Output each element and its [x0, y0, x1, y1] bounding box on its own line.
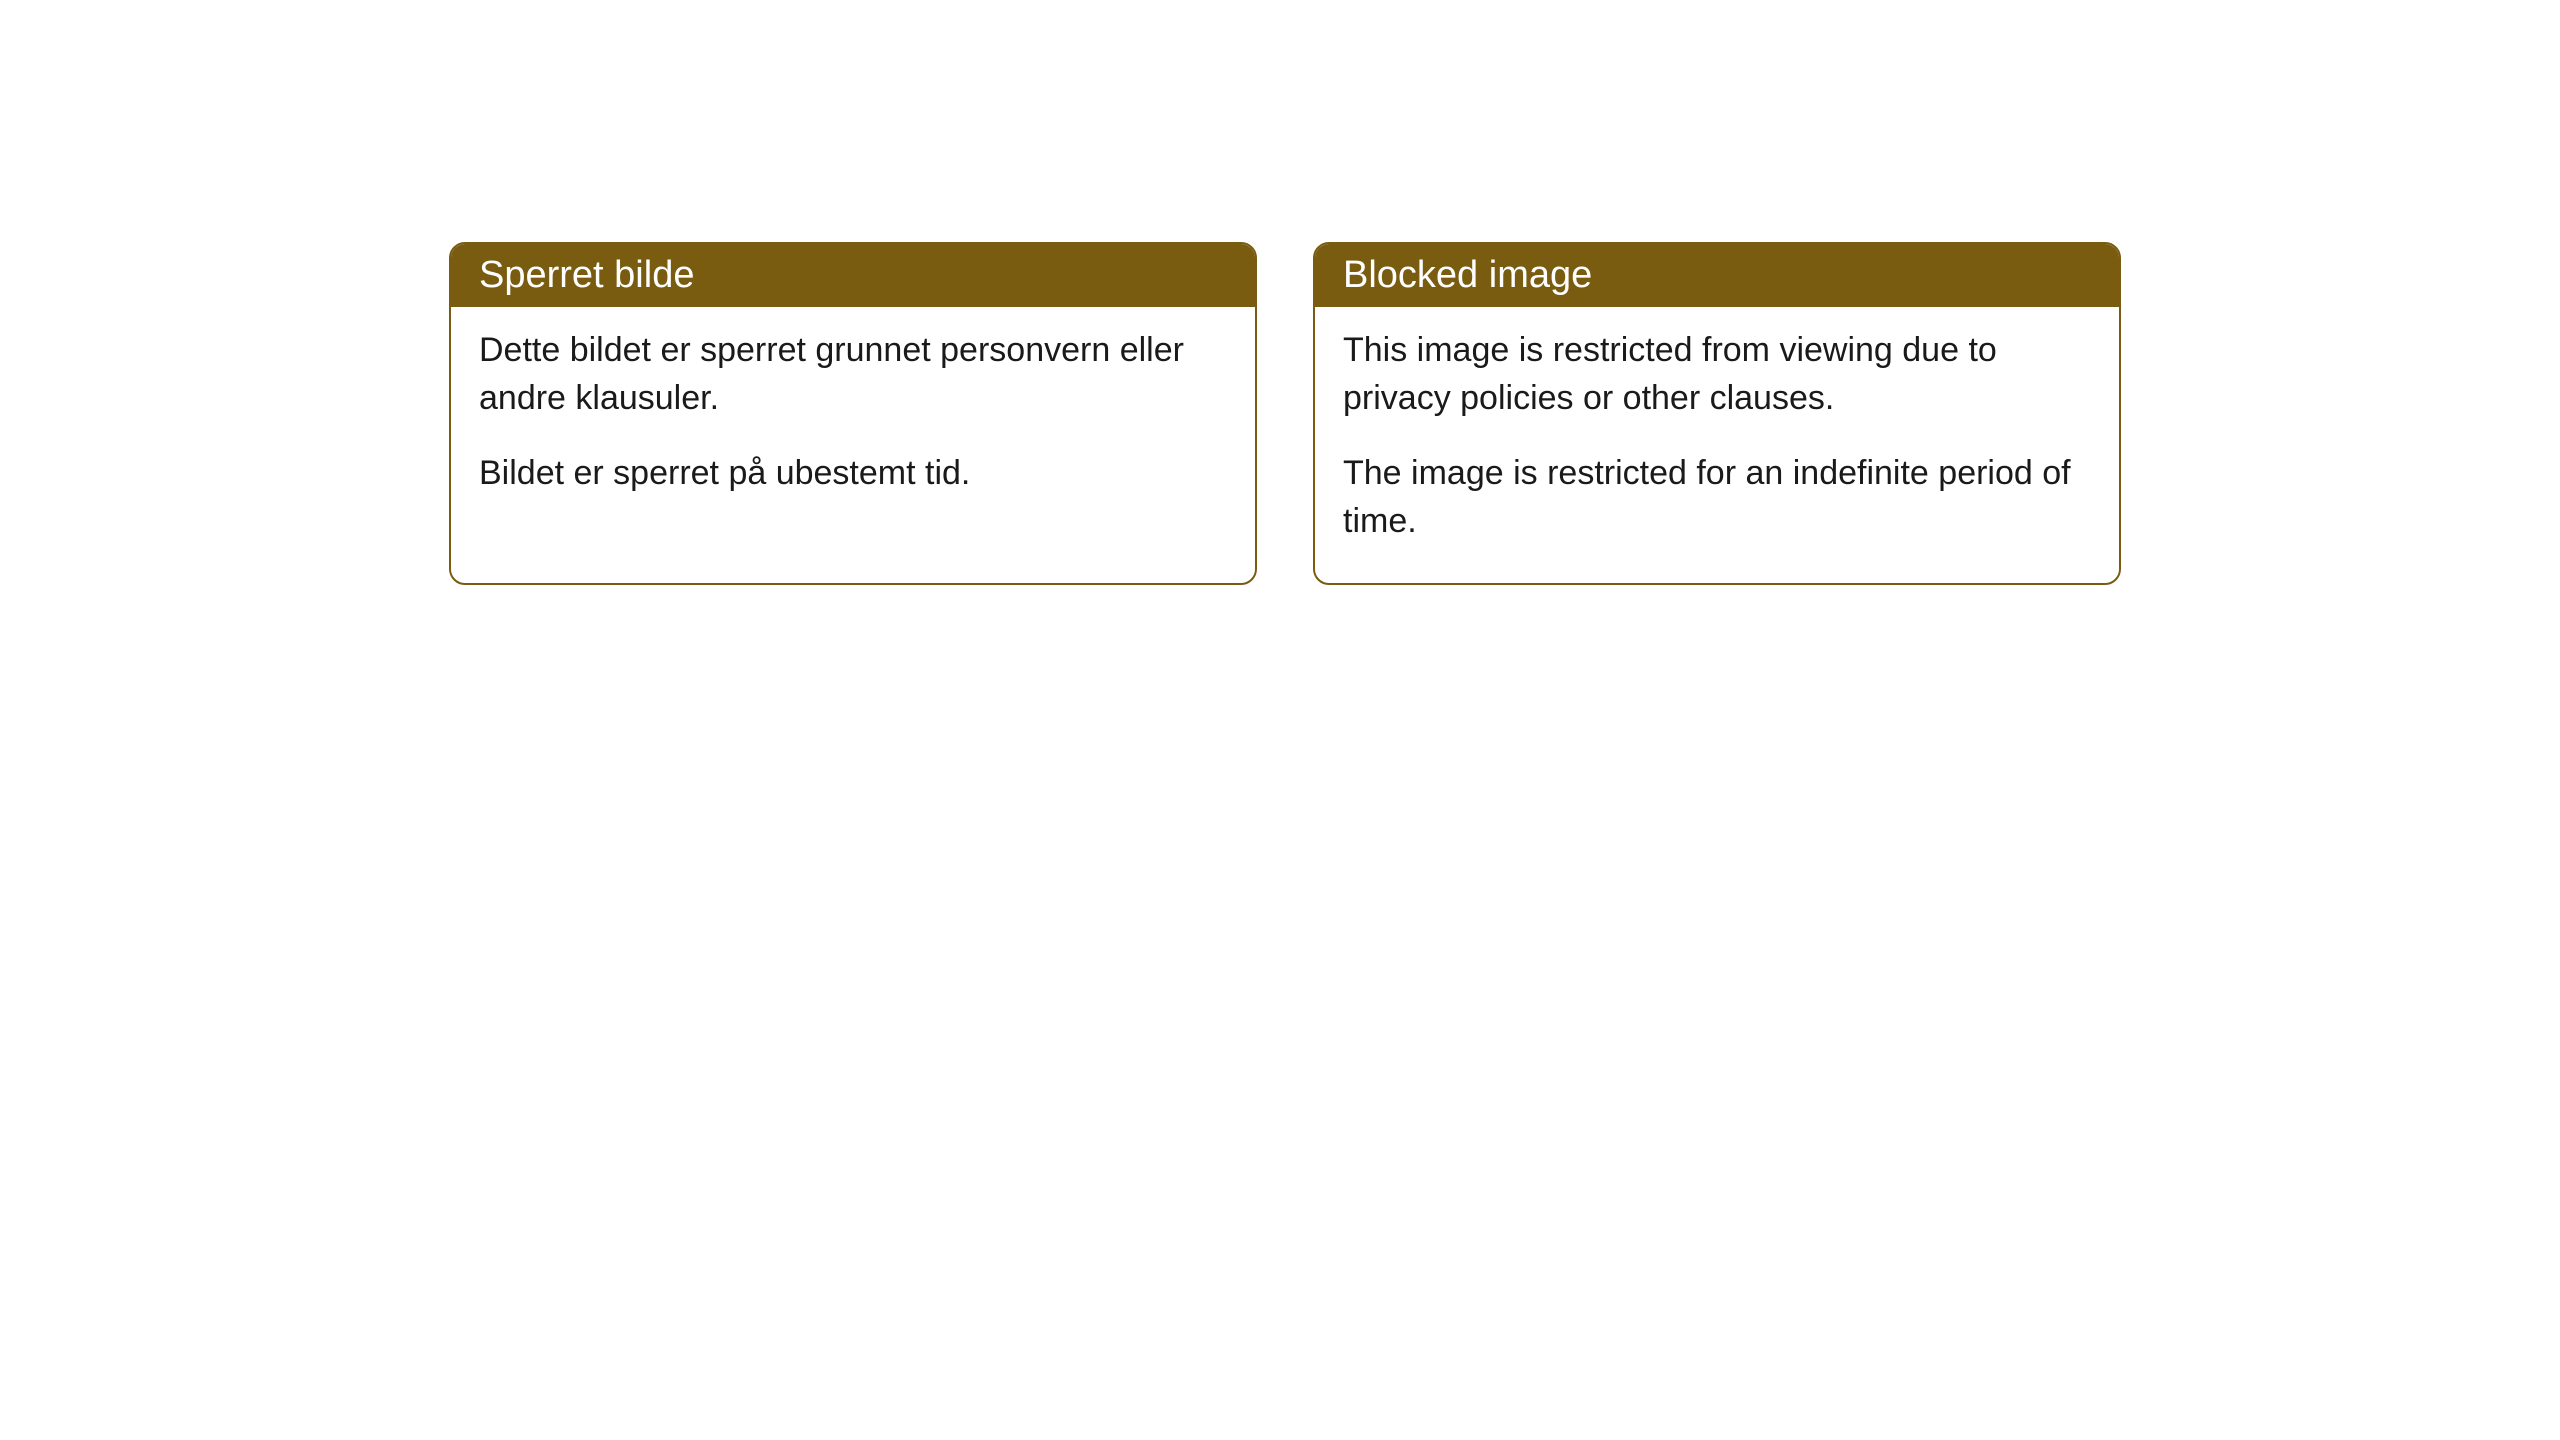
card-title: Sperret bilde: [479, 254, 694, 296]
card-body: Dette bildet er sperret grunnet personve…: [451, 307, 1255, 536]
card-body: This image is restricted from viewing du…: [1315, 307, 2119, 583]
card-paragraph: This image is restricted from viewing du…: [1343, 327, 2091, 422]
blocked-image-card-english: Blocked image This image is restricted f…: [1313, 242, 2121, 585]
card-header: Sperret bilde: [451, 244, 1255, 307]
blocked-image-card-norwegian: Sperret bilde Dette bildet er sperret gr…: [449, 242, 1257, 585]
card-paragraph: Dette bildet er sperret grunnet personve…: [479, 327, 1227, 422]
card-header: Blocked image: [1315, 244, 2119, 307]
card-title: Blocked image: [1343, 254, 1592, 296]
card-paragraph: Bildet er sperret på ubestemt tid.: [479, 450, 1227, 498]
card-paragraph: The image is restricted for an indefinit…: [1343, 450, 2091, 545]
notice-cards-container: Sperret bilde Dette bildet er sperret gr…: [449, 242, 2121, 585]
